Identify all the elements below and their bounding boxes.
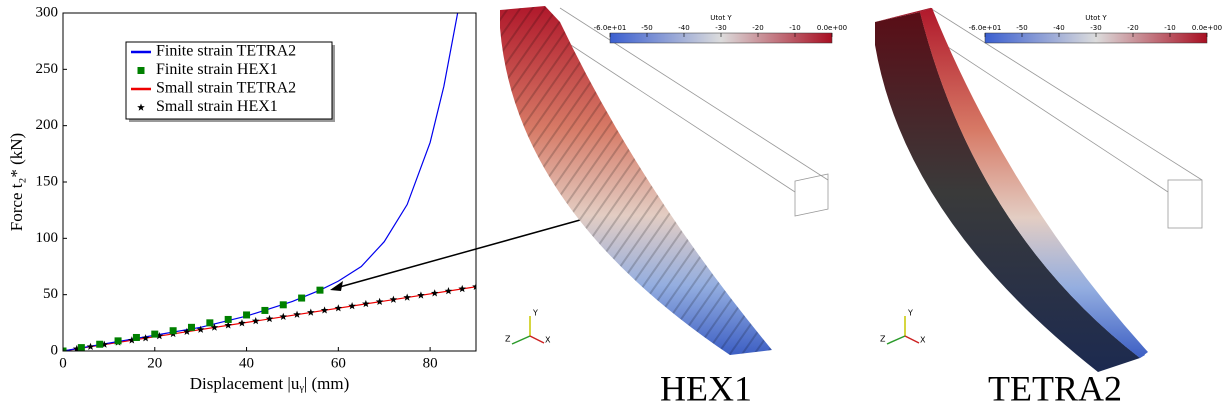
colorbar-tick-label: -40 <box>678 24 689 32</box>
y-tick-label: 200 <box>36 117 59 133</box>
marker <box>279 313 287 320</box>
marker <box>280 301 287 308</box>
y-tick-label: 0 <box>51 342 59 358</box>
caption: TETRA2 <box>988 368 1122 408</box>
triad-label: Z <box>880 335 886 344</box>
marker <box>458 285 466 292</box>
triad-label: X <box>545 336 551 345</box>
marker <box>225 316 232 323</box>
marker <box>376 298 384 305</box>
marker <box>403 293 411 300</box>
x-axis-label: Displacement |uᵧ| (mm) <box>190 374 350 393</box>
marker <box>133 334 140 341</box>
colorbar: Utot Y -6.0e+01 -50 -40 -30 -20 -10 0.0e+00 <box>969 14 1222 43</box>
marker <box>78 344 85 351</box>
colorbar-tick-label: -30 <box>1090 24 1101 32</box>
colorbar-tick-label: -30 <box>715 24 726 32</box>
colorbar-tick-label: -20 <box>752 24 763 32</box>
x-tick-label: 80 <box>423 355 438 371</box>
legend-label: Small strain HEX1 <box>156 98 278 115</box>
marker <box>293 311 301 318</box>
marker <box>348 302 356 309</box>
marker <box>266 315 274 322</box>
colorbar-tick-label: -6.0e+01 <box>594 24 627 32</box>
colorbar-tick-label: -10 <box>1164 24 1175 32</box>
y-tick-label: 250 <box>36 61 59 77</box>
triad-label: Y <box>532 309 538 318</box>
marker <box>243 311 250 318</box>
y-tick-label: 100 <box>36 230 59 246</box>
marker <box>252 317 260 324</box>
triad-z <box>887 336 905 344</box>
colorbar-title: Utot Y <box>710 14 732 22</box>
legend-label: Finite strain HEX1 <box>156 61 278 78</box>
tetra2-render <box>875 8 1202 372</box>
colorbar-tick-label: -50 <box>641 24 652 32</box>
marker <box>390 296 398 303</box>
colorbar-tick-label: 0.0e+00 <box>1192 24 1222 32</box>
marker <box>298 295 305 302</box>
y-axis-label: Force t₂* (kN) <box>7 133 26 231</box>
colorbar-title: Utot Y <box>1085 14 1107 22</box>
y-tick-label: 300 <box>36 4 59 20</box>
colorbar-tick-label: -10 <box>789 24 800 32</box>
marker <box>431 289 439 296</box>
marker <box>170 327 177 334</box>
marker <box>87 343 95 350</box>
marker <box>188 324 195 331</box>
colorbar-tick-label: -40 <box>1053 24 1064 32</box>
y-tick-label: 150 <box>36 173 59 189</box>
triad-z <box>512 336 530 344</box>
marker <box>417 291 425 298</box>
colorbar-tick-label: 0.0e+00 <box>817 24 847 32</box>
colorbar-tick-label: -20 <box>1127 24 1138 32</box>
marker <box>307 308 315 315</box>
legend-label: Small strain TETRA2 <box>156 80 296 97</box>
marker <box>445 287 453 294</box>
triad-label: Y <box>907 309 913 318</box>
marker <box>238 319 246 326</box>
x-tick-label: 0 <box>59 355 67 371</box>
colorbar: Utot Y -6.0e+01 -50 -40 -30 -20 -10 0.0e+00 <box>594 14 847 43</box>
x-tick-label: 20 <box>147 355 162 371</box>
x-tick-label: 60 <box>331 355 346 371</box>
marker <box>115 337 122 344</box>
marker <box>138 67 145 74</box>
marker <box>261 307 268 314</box>
x-tick-label: 40 <box>239 355 254 371</box>
hex1-render <box>500 6 828 355</box>
marker <box>206 319 213 326</box>
marker <box>362 300 370 307</box>
triad-label: X <box>920 336 926 345</box>
triad-x <box>530 336 544 343</box>
triad-label: Z <box>505 335 511 344</box>
marker <box>316 287 323 294</box>
marker <box>335 304 343 311</box>
marker <box>96 341 103 348</box>
y-tick-label: 50 <box>43 286 58 302</box>
marker <box>151 331 158 338</box>
colorbar-tick-label: -6.0e+01 <box>969 24 1002 32</box>
marker <box>142 334 150 341</box>
legend-label: Finite strain TETRA2 <box>156 43 296 60</box>
axes-triad: Y Z X <box>880 309 926 345</box>
triad-x <box>905 336 919 343</box>
axes-triad: Y Z X <box>505 309 551 345</box>
figure: 0 20 40 60 80 0 50 100 150 200 250 300 Displacement … <box>0 0 1229 411</box>
marker <box>321 306 329 313</box>
colorbar-tick-label: -50 <box>1016 24 1027 32</box>
caption: HEX1 <box>660 368 752 408</box>
